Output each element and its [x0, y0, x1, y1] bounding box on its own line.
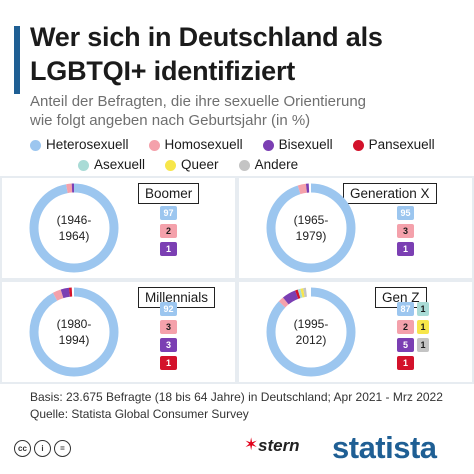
value-label-generation-x-homosexuell: 3 [397, 224, 414, 238]
value-label-millennials-heterosexuell: 92 [160, 302, 177, 316]
stern-star-icon: ✶ [244, 435, 259, 454]
legend-label-queer: Queer [181, 157, 219, 172]
legend-item-asexuell: Asexuell [78, 155, 145, 175]
legend-swatch-asexuell [78, 159, 89, 171]
donut-center-years: (1995- 2012) [293, 317, 329, 347]
legend-label-bisexuell: Bisexuell [278, 137, 333, 152]
donut-center-years: (1965- 1979) [293, 213, 329, 243]
stern-logo: stern [258, 436, 300, 455]
legend-swatch-homosexuell [148, 139, 160, 151]
panel-millennials: Millennials (1980- 1994) 92 3 3 1 [2, 282, 235, 382]
legend-label-andere: Andere [254, 157, 299, 172]
panel-boomer: Boomer (1946- 1964) 97 2 1 [2, 178, 235, 278]
legend-item-bisexuell: Bisexuell [262, 135, 333, 155]
subtitle-line-2: wie folgt angeben nach Geburtsjahr (in %… [30, 112, 311, 129]
legend-item-pansexuell: Pansexuell [352, 135, 435, 155]
value-label-boomer-heterosexuell: 97 [160, 206, 177, 220]
legend-label-heterosexuell: Heterosexuell [46, 137, 129, 152]
donut-gen-z [266, 287, 356, 377]
value-label-gen-z-homosexuell: 2 [397, 320, 414, 334]
legend-swatch-heterosexuell [30, 139, 41, 151]
slice-gen-z-heterosexuell [266, 287, 356, 377]
legend-swatch-andere [238, 159, 250, 171]
legend-swatch-queer [165, 159, 177, 171]
value-label-gen-z-heterosexuell: 87 [397, 302, 414, 316]
footer: Basis: 23.675 Befragte (18 bis 64 Jahre)… [30, 389, 443, 423]
donut-center-years: (1946- 1964) [56, 213, 92, 243]
donut-millennials [29, 287, 119, 377]
chart-subtitle: Anteil der Befragten, die ihre sexuelle … [30, 92, 460, 130]
statista-logo: statista [332, 430, 437, 465]
legend-item-queer: Queer [165, 155, 219, 175]
slice-millennials-heterosexuell [29, 287, 119, 377]
value-label-gen-z-queer: 1 [417, 320, 429, 334]
value-label-millennials-homosexuell: 3 [160, 320, 177, 334]
value-label-gen-z-asexuell: 1 [417, 302, 429, 316]
by-attribution-icon: i [34, 440, 51, 457]
legend-row-1: Heterosexuell Homosexuell Bisexuell Pansexu… [30, 135, 470, 155]
title-line-2: LGBTQI+ identifiziert [30, 56, 296, 86]
value-label-generation-x-heterosexuell: 95 [397, 206, 414, 220]
branding-bar: cc i = ✶ stern statista [0, 428, 474, 474]
legend-swatch-pansexuell [352, 139, 364, 151]
legend: Heterosexuell Homosexuell Bisexuell Pansexu… [30, 135, 470, 175]
legend-label-pansexuell: Pansexuell [368, 137, 435, 152]
value-label-generation-x-bisexuell: 1 [397, 242, 414, 256]
slice-generation-x-heterosexuell [266, 183, 356, 273]
value-label-gen-z-andere: 1 [417, 338, 429, 352]
chart-grid: Boomer (1946- 1964) 97 2 1 Generation X (1965-… [0, 176, 474, 384]
legend-swatch-bisexuell [262, 139, 274, 151]
legend-label-homosexuell: Homosexuell [164, 137, 243, 152]
panel-label-boomer: Boomer [138, 183, 200, 204]
value-label-gen-z-bisexuell: 5 [397, 338, 414, 352]
donut-boomer [29, 183, 119, 273]
value-label-millennials-bisexuell: 3 [160, 338, 177, 352]
subtitle-line-1: Anteil der Befragten, die ihre sexuelle … [30, 93, 367, 110]
title-accent-bar [14, 26, 20, 94]
value-label-gen-z-pansexuell: 1 [397, 356, 414, 370]
donut-generation-x [266, 183, 356, 273]
no-derivatives-icon: = [54, 440, 71, 457]
legend-item-homosexuell: Homosexuell [148, 135, 243, 155]
footer-source: Quelle: Statista Global Consumer Survey [30, 407, 249, 421]
panel-label-generation-x: Generation X [343, 183, 437, 204]
value-label-boomer-bisexuell: 1 [160, 242, 177, 256]
value-label-millennials-pansexuell: 1 [160, 356, 177, 370]
legend-item-andere: Andere [238, 155, 299, 175]
cc-license-icon: cc [14, 440, 31, 457]
legend-label-asexuell: Asexuell [94, 157, 146, 172]
value-label-boomer-homosexuell: 2 [160, 224, 177, 238]
title-line-1: Wer sich in Deutschland als [30, 22, 383, 52]
slice-boomer-bisexuell [29, 183, 119, 273]
donut-center-years: (1980- 1994) [56, 317, 92, 347]
footer-basis: Basis: 23.675 Befragte (18 bis 64 Jahre)… [30, 390, 443, 404]
panel-gen-z: Gen Z (1995- 2012) 87 2 5 1 1 1 1 [239, 282, 472, 382]
legend-row-2: Asexuell Queer Andere [30, 155, 470, 175]
chart-title: Wer sich in Deutschland als LGBTQI+ iden… [30, 20, 460, 88]
panel-label-gen-z: Gen Z [375, 287, 427, 308]
legend-item-heterosexuell: Heterosexuell [30, 135, 129, 155]
panel-generation-x: Generation X (1965- 1979) 95 3 1 [239, 178, 472, 278]
